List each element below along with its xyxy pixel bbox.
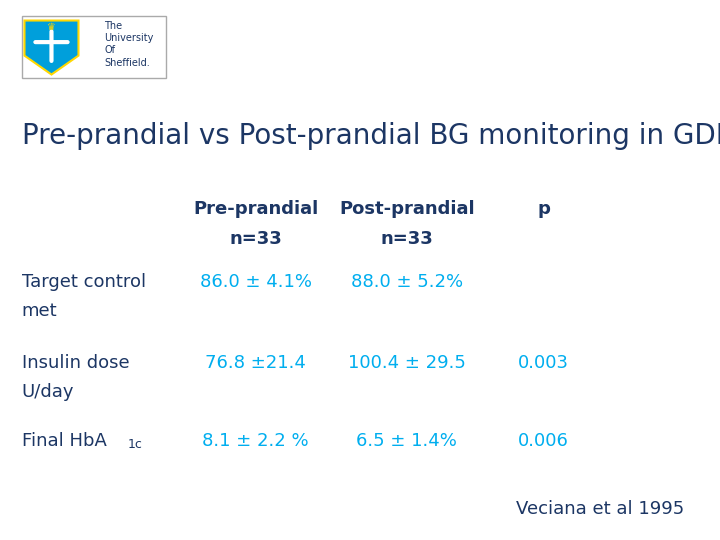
Text: met: met: [22, 302, 57, 320]
Text: Target control: Target control: [22, 273, 145, 291]
Text: 100.4 ± 29.5: 100.4 ± 29.5: [348, 354, 466, 372]
Text: Insulin dose: Insulin dose: [22, 354, 129, 372]
Text: Veciana et al 1995: Veciana et al 1995: [516, 501, 684, 518]
Text: p: p: [537, 200, 550, 218]
Text: U/day: U/day: [22, 383, 74, 401]
Text: Pre-prandial: Pre-prandial: [193, 200, 318, 218]
Text: ♛: ♛: [47, 22, 56, 32]
Text: 0.006: 0.006: [518, 432, 569, 450]
Text: Pre-prandial vs Post-prandial BG monitoring in GDM: Pre-prandial vs Post-prandial BG monitor…: [22, 122, 720, 150]
Text: n=33: n=33: [229, 230, 282, 247]
Text: 86.0 ± 4.1%: 86.0 ± 4.1%: [199, 273, 312, 291]
Polygon shape: [24, 21, 78, 75]
Text: 76.8 ±21.4: 76.8 ±21.4: [205, 354, 306, 372]
Text: 88.0 ± 5.2%: 88.0 ± 5.2%: [351, 273, 463, 291]
Text: 6.5 ± 1.4%: 6.5 ± 1.4%: [356, 432, 457, 450]
Text: Final HbA: Final HbA: [22, 432, 107, 450]
Text: Post-prandial: Post-prandial: [339, 200, 474, 218]
FancyBboxPatch shape: [22, 16, 166, 78]
Text: The
University
Of
Sheffield.: The University Of Sheffield.: [104, 21, 154, 68]
Text: 0.003: 0.003: [518, 354, 569, 372]
Text: 1c: 1c: [128, 438, 143, 451]
Text: n=33: n=33: [380, 230, 433, 247]
Text: 8.1 ± 2.2 %: 8.1 ± 2.2 %: [202, 432, 309, 450]
